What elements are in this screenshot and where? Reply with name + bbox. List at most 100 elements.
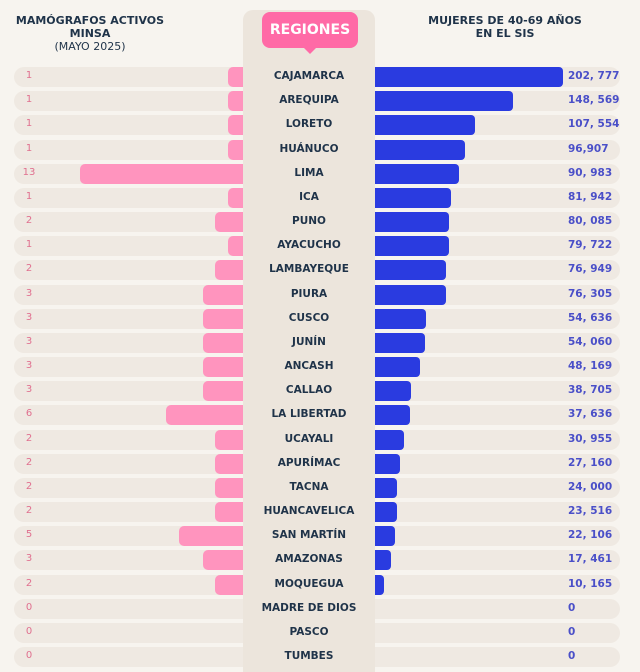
region-label: HUANCAVELICA	[263, 505, 355, 518]
women-value: 0	[568, 650, 576, 663]
mammograph-value: 2	[25, 480, 33, 492]
right-track	[375, 357, 620, 378]
region-label: LIMA	[294, 166, 324, 179]
region-label: AYACUCHO	[277, 239, 341, 252]
left-track	[14, 91, 243, 112]
mammograph-bar	[80, 163, 243, 184]
region-label: MADRE DE DIOS	[261, 601, 357, 614]
women-bar	[375, 260, 447, 281]
mammograph-bar	[227, 91, 243, 112]
region-label: SAN MARTÍN	[271, 529, 347, 542]
mammograph-value: 2	[25, 456, 33, 468]
right-title-line1: MUJERES DE 40-69 AÑOS	[428, 14, 582, 27]
mammograph-value: 1	[25, 118, 33, 130]
women-bar	[375, 187, 451, 208]
mammograph-value: 1	[25, 142, 33, 154]
women-bar	[375, 502, 397, 523]
mammograph-bar	[215, 502, 243, 523]
women-bar	[375, 429, 404, 450]
region-label: PUNO	[292, 215, 326, 228]
mammograph-bar	[227, 187, 243, 208]
mammograph-bar	[215, 260, 243, 281]
right-track	[375, 622, 620, 643]
left-track	[14, 67, 243, 87]
chart-row: 1 ICA 81, 942	[14, 187, 620, 208]
left-track	[14, 622, 243, 643]
region-label: PASCO	[289, 625, 329, 638]
right-track	[375, 332, 620, 353]
region-label: JUNÍN	[292, 335, 326, 348]
women-value: 23, 516	[568, 505, 613, 518]
women-value: 79, 722	[568, 239, 613, 252]
chart-row: 2 TACNA 24, 000	[14, 477, 620, 498]
mammograph-bar	[203, 357, 243, 378]
mammograph-value: 6	[25, 408, 33, 420]
region-label: CAJAMARCA	[273, 70, 345, 82]
left-track	[14, 502, 243, 523]
women-value: 148, 569	[568, 94, 620, 107]
mammograph-value: 0	[25, 650, 33, 662]
women-bar	[375, 357, 420, 378]
region-label: ICA	[299, 190, 319, 203]
chart-row: 2 APURÍMAC 27, 160	[14, 453, 620, 474]
mammograph-bar	[215, 477, 243, 498]
women-value: 37, 636	[568, 408, 613, 421]
mammograph-value: 2	[25, 432, 33, 444]
mammograph-bar	[203, 332, 243, 353]
left-track	[14, 574, 243, 595]
women-bar	[375, 91, 513, 112]
mammograph-value: 1	[25, 70, 33, 81]
left-track	[14, 550, 243, 571]
region-label: AREQUIPA	[279, 94, 339, 107]
chart-row: 1 HUÁNUCO 96,907	[14, 139, 620, 160]
region-label: MOQUEGUA	[274, 577, 344, 590]
left-track	[14, 260, 243, 281]
left-track	[14, 598, 243, 619]
women-value: 54, 060	[568, 335, 613, 348]
women-bar	[375, 115, 475, 136]
left-track	[14, 115, 243, 136]
women-value: 96,907	[568, 142, 609, 155]
left-subtitle: (MAYO 2025)	[54, 40, 126, 53]
women-value: 17, 461	[568, 553, 613, 566]
right-track	[375, 453, 620, 474]
left-track	[14, 284, 243, 305]
chart-row: 1 AYACUCHO 79, 722	[14, 236, 620, 257]
mammograph-value: 13	[22, 166, 36, 178]
mammograph-value: 2	[25, 505, 33, 517]
women-bar	[375, 308, 426, 329]
left-track	[14, 332, 243, 353]
mammograph-bar	[203, 381, 243, 402]
women-bar	[375, 212, 450, 233]
mammograph-value: 2	[25, 263, 33, 275]
women-value: 0	[568, 601, 576, 614]
mammograph-bar	[203, 550, 243, 571]
mammograph-value: 3	[25, 553, 33, 565]
women-bar	[375, 453, 401, 474]
mammograph-bar	[203, 308, 243, 329]
mammograph-value: 3	[25, 311, 33, 323]
right-track	[375, 381, 620, 402]
women-value: 24, 000	[568, 480, 613, 493]
mammograph-value: 1	[25, 239, 33, 251]
right-track	[375, 429, 620, 450]
mammograph-bar	[215, 212, 243, 233]
mammograph-value: 3	[25, 335, 33, 347]
women-value: 76, 949	[568, 263, 613, 276]
left-track	[14, 212, 243, 233]
regions-badge: REGIONES	[262, 12, 358, 54]
chart-row: 3 ANCASH 48, 169	[14, 357, 620, 378]
region-label: TACNA	[289, 480, 329, 493]
right-track	[375, 308, 620, 329]
mammograph-bar	[203, 284, 243, 305]
chart-row: 0 PASCO 0	[14, 622, 620, 643]
chart-row: 1 LORETO 107, 554	[14, 115, 620, 136]
region-label: LA LIBERTAD	[271, 408, 347, 421]
women-value: 30, 955	[568, 432, 613, 445]
women-value: 76, 305	[568, 287, 613, 300]
right-title-line2: EN EL SIS	[475, 27, 535, 40]
women-value: 38, 705	[568, 384, 613, 397]
region-label: UCAYALI	[284, 432, 334, 445]
right-track	[375, 598, 620, 619]
chart-row: 2 HUANCAVELICA 23, 516	[14, 502, 620, 523]
